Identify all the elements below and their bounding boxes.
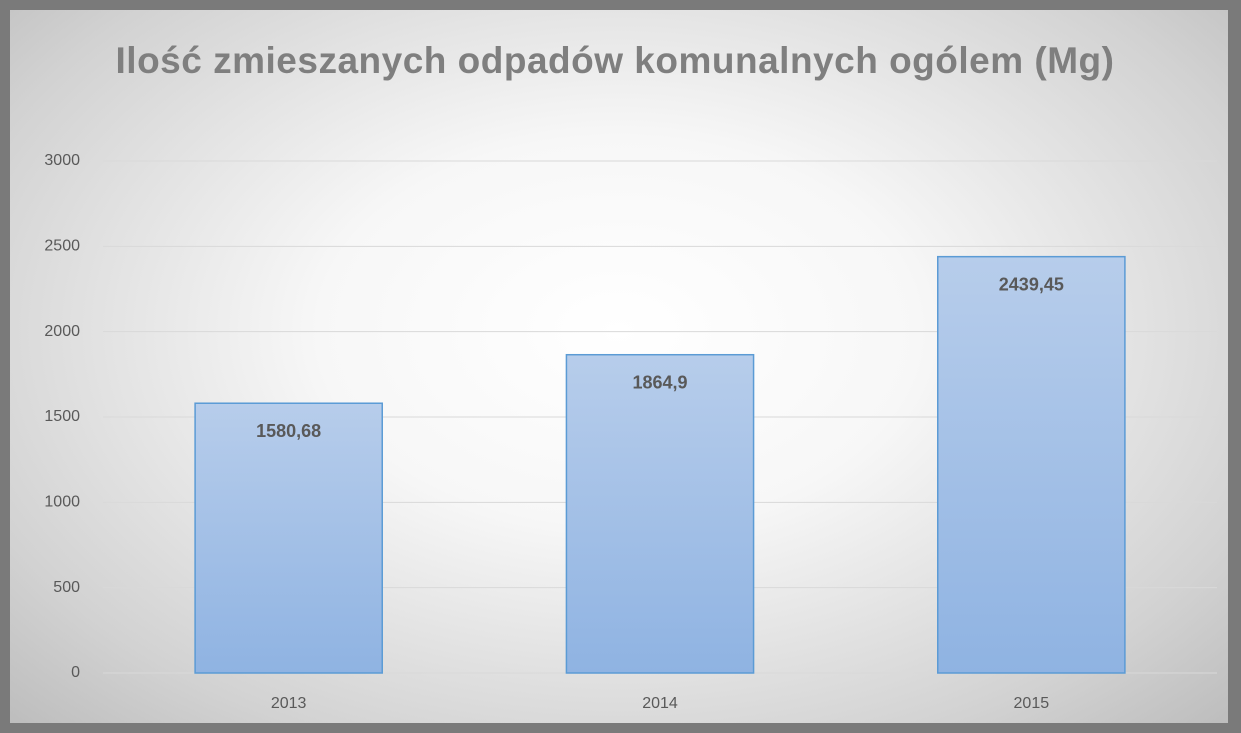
- y-tick-label: 2500: [44, 238, 80, 255]
- y-tick-label: 2000: [44, 323, 80, 340]
- y-tick-label: 1000: [44, 494, 80, 511]
- y-tick-label: 3000: [44, 152, 80, 169]
- bar: [565, 353, 755, 674]
- x-tick-label: 2014: [642, 695, 678, 712]
- x-tick-label: 2015: [1014, 695, 1050, 712]
- bar: [194, 402, 383, 674]
- x-tick-label: 2013: [271, 695, 307, 712]
- data-label: 1580,68: [256, 421, 321, 441]
- chart-title: Ilość zmieszanych odpadów komunalnych og…: [115, 40, 1115, 81]
- y-tick-label: 1500: [44, 408, 80, 425]
- bar: [937, 255, 1126, 674]
- y-tick-label: 0: [71, 664, 80, 681]
- data-label: 2439,45: [999, 274, 1064, 294]
- data-label: 1864,9: [632, 372, 687, 392]
- y-tick-label: 500: [53, 579, 80, 596]
